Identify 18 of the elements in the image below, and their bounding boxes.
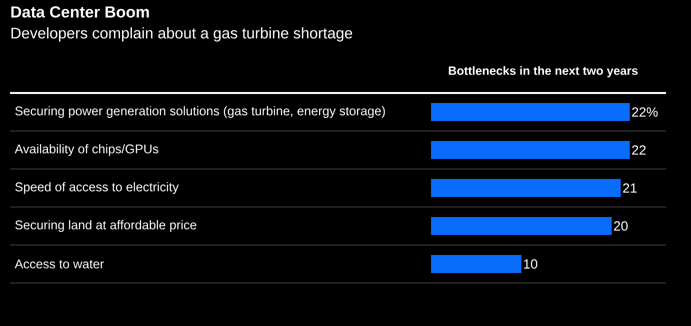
- data-label: 10: [524, 259, 538, 269]
- y-tick-label: Securing power generation solutions (gas turbine, energy storage): [15, 106, 385, 118]
- text: Developers complain about a gas turbine shortage: [12, 27, 352, 42]
- y-tick-label: Securing land at affordable price: [15, 220, 196, 232]
- bar: [431, 179, 621, 198]
- bar: [431, 217, 612, 236]
- text: Data Center Boom: [11, 6, 149, 18]
- y-tick-label: Speed of access to electricity: [15, 182, 179, 194]
- y-tick-label: Availability of chips/GPUs: [14, 144, 158, 156]
- bar: [431, 255, 522, 273]
- bar: [431, 141, 630, 160]
- y-tick-label: Access to water: [14, 260, 104, 268]
- data-label: 20: [614, 221, 628, 231]
- x-axis-title: Bottlenecks in the next two years: [448, 66, 638, 78]
- data-label: 21: [623, 183, 637, 193]
- data-label: 22: [632, 145, 646, 155]
- data-label: 22%: [632, 107, 658, 117]
- bar: [431, 103, 630, 122]
